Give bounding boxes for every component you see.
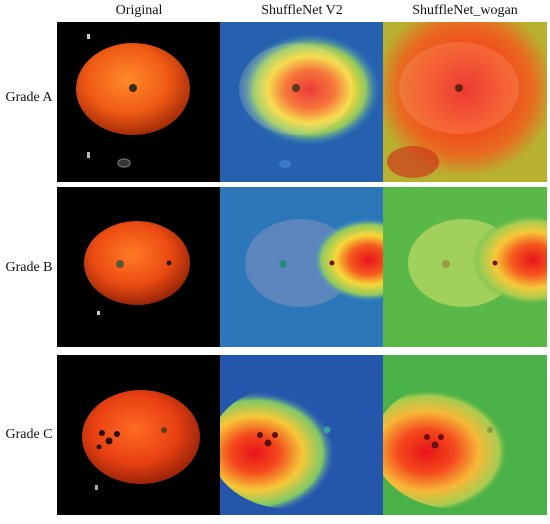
heatmap-grade-b-shufflenet-wogan (383, 187, 547, 347)
column-header-original: Original (115, 3, 163, 18)
image-grade-c-original (57, 355, 221, 515)
heatmap-grade-a-shufflenet-wogan (383, 22, 547, 182)
heatmap-grade-a-shufflenet-v2 (220, 22, 384, 182)
heatmap-grade-c-shufflenet-v2 (220, 355, 384, 515)
row-label-grade-b: Grade B (5, 260, 53, 275)
image-grade-b-original (57, 187, 221, 347)
row-label-grade-a: Grade A (5, 90, 53, 105)
row-label-grade-c: Grade C (5, 427, 53, 442)
heatmap-grade-b-shufflenet-v2 (220, 187, 384, 347)
heatmap-grade-c-shufflenet-wogan (383, 355, 547, 515)
column-header-shufflenet-wogan: ShuffleNet_wogan (412, 3, 518, 18)
image-grade-a-original (57, 22, 221, 182)
column-header-shufflenet-v2: ShuffleNet V2 (261, 3, 343, 18)
